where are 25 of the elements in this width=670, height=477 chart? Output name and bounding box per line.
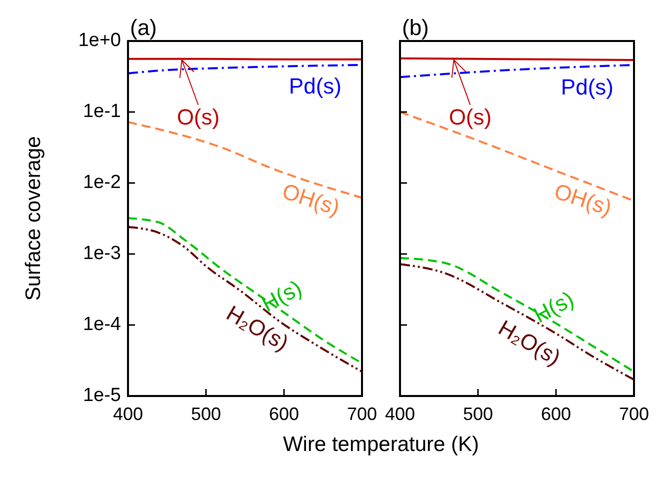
text: H(s) (529, 286, 578, 328)
text: OH(s) (551, 178, 615, 220)
chart-title: (b) (402, 15, 429, 40)
series-label: Pd(s) (288, 74, 342, 99)
text: OH(s) (279, 178, 343, 220)
y-tick-label: 1e-4 (82, 314, 122, 336)
x-axis-title: Wire temperature (K) (282, 433, 480, 456)
y-tick-label: 1e+0 (78, 30, 121, 52)
series-label: Pd(s) (560, 74, 614, 100)
y-tick-label: 1e-1 (82, 101, 121, 122)
y-tick-label: 1e-5 (82, 385, 121, 406)
x-tick-label: 500 (462, 404, 494, 424)
x-tick-label: 400 (384, 404, 416, 424)
x-tick-label: 500 (190, 404, 222, 424)
x-tick-label: 700 (618, 404, 650, 424)
x-tick-label: 700 (346, 404, 378, 424)
y-tick-label: 1e-3 (82, 243, 121, 264)
x-tick-label: 400 (112, 404, 144, 424)
y-tick-label: 1e-2 (82, 172, 121, 194)
legend-label: O(s) (176, 104, 220, 130)
y-axis-title: Surface coverage (22, 136, 45, 301)
x-tick-label: 600 (268, 404, 300, 424)
x-tick-label: 600 (540, 404, 572, 424)
legend-label: O(s) (448, 104, 492, 130)
chart-title: (a) (130, 15, 157, 40)
